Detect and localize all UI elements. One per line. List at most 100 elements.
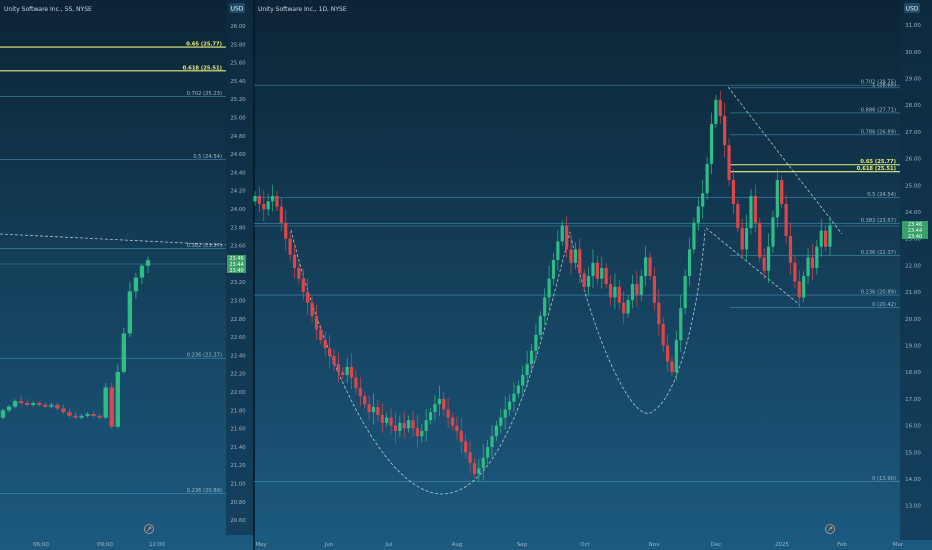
right-candle-body[interactable] xyxy=(288,238,292,255)
left-candle-body[interactable] xyxy=(12,401,18,407)
left-descending-trendline[interactable] xyxy=(0,233,227,246)
right-candle-body[interactable] xyxy=(679,308,683,341)
right-candle-body[interactable] xyxy=(709,123,714,164)
right-candle-body[interactable] xyxy=(358,388,362,397)
right-candle-body[interactable] xyxy=(306,292,310,303)
right-candle-body[interactable] xyxy=(446,409,450,418)
right-candle-body[interactable] xyxy=(784,203,788,237)
left-candle-body[interactable] xyxy=(49,404,54,407)
right-candle-body[interactable] xyxy=(630,284,635,301)
right-candle-body[interactable] xyxy=(600,268,604,279)
right-candle-body[interactable] xyxy=(810,257,815,269)
right-candle-body[interactable] xyxy=(788,236,793,263)
right-candle-body[interactable] xyxy=(797,281,801,298)
left-candle-body[interactable] xyxy=(115,371,120,427)
left-candle-body[interactable] xyxy=(37,402,42,405)
right-candle-body[interactable] xyxy=(551,260,556,279)
left-candle-body[interactable] xyxy=(67,412,72,416)
right-candle-body[interactable] xyxy=(253,195,257,202)
right-candle-body[interactable] xyxy=(402,422,406,429)
left-candle-body[interactable] xyxy=(133,277,139,292)
right-candle-body[interactable] xyxy=(516,385,520,394)
right-candle-body[interactable] xyxy=(661,324,665,346)
right-candle-body[interactable] xyxy=(696,206,700,223)
right-candle-body[interactable] xyxy=(560,225,564,242)
left-currency-badge[interactable] xyxy=(229,3,245,13)
right-candle-body[interactable] xyxy=(503,409,507,418)
right-candle-body[interactable] xyxy=(345,366,349,375)
right-candle-body[interactable] xyxy=(573,249,578,263)
right-candle-body[interactable] xyxy=(481,457,485,469)
right-candle-body[interactable] xyxy=(415,428,420,437)
right-candle-body[interactable] xyxy=(718,99,722,116)
right-candle-body[interactable] xyxy=(639,276,643,295)
right-candle-body[interactable] xyxy=(420,430,424,437)
right-candle-body[interactable] xyxy=(433,404,437,413)
right-candle-body[interactable] xyxy=(780,179,784,204)
right-candle-body[interactable] xyxy=(393,425,398,431)
right-candle-body[interactable] xyxy=(565,225,569,250)
right-candle-body[interactable] xyxy=(727,145,731,180)
right-candle-body[interactable] xyxy=(257,195,261,204)
right-candle-body[interactable] xyxy=(297,268,301,279)
right-candle-body[interactable] xyxy=(332,356,336,365)
right-candle-body[interactable] xyxy=(736,203,740,229)
right-candle-body[interactable] xyxy=(455,425,459,431)
right-candle-body[interactable] xyxy=(314,316,319,330)
right-candle-body[interactable] xyxy=(793,262,797,282)
right-candle-body[interactable] xyxy=(270,195,275,202)
right-candle-body[interactable] xyxy=(543,297,547,317)
right-candle-body[interactable] xyxy=(687,249,692,277)
left-candle-body[interactable] xyxy=(24,402,30,405)
right-candle-body[interactable] xyxy=(424,420,428,431)
left-candle-body[interactable] xyxy=(97,415,102,418)
right-candle-body[interactable] xyxy=(525,364,529,375)
right-candle-body[interactable] xyxy=(529,350,534,365)
right-candle-body[interactable] xyxy=(740,228,744,250)
right-candle-body[interactable] xyxy=(521,374,525,386)
right-candle-body[interactable] xyxy=(490,436,494,447)
right-candle-body[interactable] xyxy=(762,257,766,271)
right-candle-body[interactable] xyxy=(389,417,393,426)
right-candle-body[interactable] xyxy=(723,115,727,146)
right-candle-body[interactable] xyxy=(771,217,775,247)
right-candle-body[interactable] xyxy=(758,222,762,258)
left-candle-body[interactable] xyxy=(55,404,60,409)
right-candle-body[interactable] xyxy=(407,420,411,429)
left-candle-body[interactable] xyxy=(145,260,151,266)
right-candle-body[interactable] xyxy=(292,254,297,269)
left-candle-body[interactable] xyxy=(0,410,6,418)
right-candle-body[interactable] xyxy=(472,462,477,474)
right-candle-body[interactable] xyxy=(556,241,560,261)
right-candle-body[interactable] xyxy=(731,179,736,204)
right-candle-body[interactable] xyxy=(349,366,354,378)
right-candle-body[interactable] xyxy=(534,334,538,351)
right-candle-body[interactable] xyxy=(486,446,490,458)
right-candle-body[interactable] xyxy=(398,422,402,431)
right-candle-body[interactable] xyxy=(617,286,621,303)
right-candle-body[interactable] xyxy=(450,417,455,426)
right-candle-body[interactable] xyxy=(336,364,340,373)
right-candle-body[interactable] xyxy=(428,412,433,421)
right-candle-body[interactable] xyxy=(494,425,499,437)
left-candle-body[interactable] xyxy=(85,413,90,416)
right-candle-body[interactable] xyxy=(806,257,810,277)
right-candle-body[interactable] xyxy=(507,401,512,410)
right-candle-body[interactable] xyxy=(354,377,358,389)
right-candle-body[interactable] xyxy=(828,225,832,247)
right-candle-body[interactable] xyxy=(626,300,630,314)
wedge-lower-trendline[interactable] xyxy=(705,227,801,306)
right-candle-body[interactable] xyxy=(468,452,472,463)
right-candle-body[interactable] xyxy=(670,361,674,373)
right-candle-body[interactable] xyxy=(714,99,718,124)
right-replay-icon[interactable] xyxy=(825,524,835,534)
left-replay-icon[interactable] xyxy=(144,524,154,534)
right-candle-body[interactable] xyxy=(701,193,705,207)
right-candle-body[interactable] xyxy=(595,262,599,279)
right-candle-body[interactable] xyxy=(766,246,771,271)
right-candle-body[interactable] xyxy=(512,393,516,402)
right-candle-body[interactable] xyxy=(284,222,288,239)
right-candle-body[interactable] xyxy=(608,284,613,298)
right-candle-body[interactable] xyxy=(753,195,757,223)
right-candle-body[interactable] xyxy=(464,441,468,453)
